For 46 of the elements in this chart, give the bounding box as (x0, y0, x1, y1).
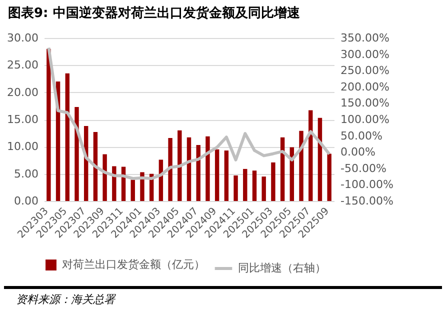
y-tick-label: 25.00 (7, 58, 38, 72)
y2-tick-label: -100.00% (340, 178, 394, 192)
chart-title: 图表9: 中国逆变器对荷兰出口发货金额及同比增速 (7, 4, 301, 23)
bar (280, 137, 285, 201)
y2-tick-label: 150.00% (340, 96, 390, 110)
y-tick-label: 0.00 (14, 194, 38, 208)
bar (168, 138, 172, 201)
bar (46, 48, 51, 201)
bar (65, 73, 70, 201)
y-tick-label: 10.00 (7, 140, 38, 154)
bar (252, 170, 257, 201)
bar (93, 132, 98, 201)
y-tick-label: 20.00 (7, 86, 38, 99)
bar (112, 166, 116, 201)
y-tick-label: 15.00 (7, 113, 38, 126)
y2-tick-label: -50.00% (340, 162, 386, 175)
legend-label: 同比增速（右轴） (238, 262, 326, 274)
legend-label: 对荷兰出口发货金额（亿元） (62, 258, 205, 271)
bar (271, 162, 276, 201)
y2-tick-label: 0.00% (340, 146, 376, 159)
bar (234, 175, 238, 201)
bar (262, 176, 266, 201)
bar (327, 154, 332, 201)
bar (74, 107, 79, 201)
y2-tick-label: -150.00% (340, 194, 394, 208)
bar (186, 137, 192, 201)
bar (318, 118, 322, 201)
y2-tick-label: 350.00% (340, 32, 390, 44)
y-tick-label: 30.00 (7, 32, 38, 44)
bar (140, 172, 144, 201)
y2-tick-label: 300.00% (340, 48, 390, 61)
y2-tick-label: 100.00% (340, 113, 390, 126)
text: 资料来源：海关总署 (4, 286, 442, 310)
bar (299, 130, 304, 201)
bar (102, 154, 107, 201)
line-series (47, 46, 331, 180)
bar (214, 149, 220, 201)
bar (224, 150, 229, 201)
bar (206, 136, 210, 201)
bar (243, 168, 248, 201)
y2-tick-label: 200.00% (340, 80, 390, 94)
bar (130, 180, 135, 201)
y-tick-label: 5.00 (14, 167, 38, 180)
y2-tick-label: 50.00% (340, 129, 382, 142)
bar (178, 130, 182, 201)
y2-tick-label: 250.00% (340, 64, 390, 78)
